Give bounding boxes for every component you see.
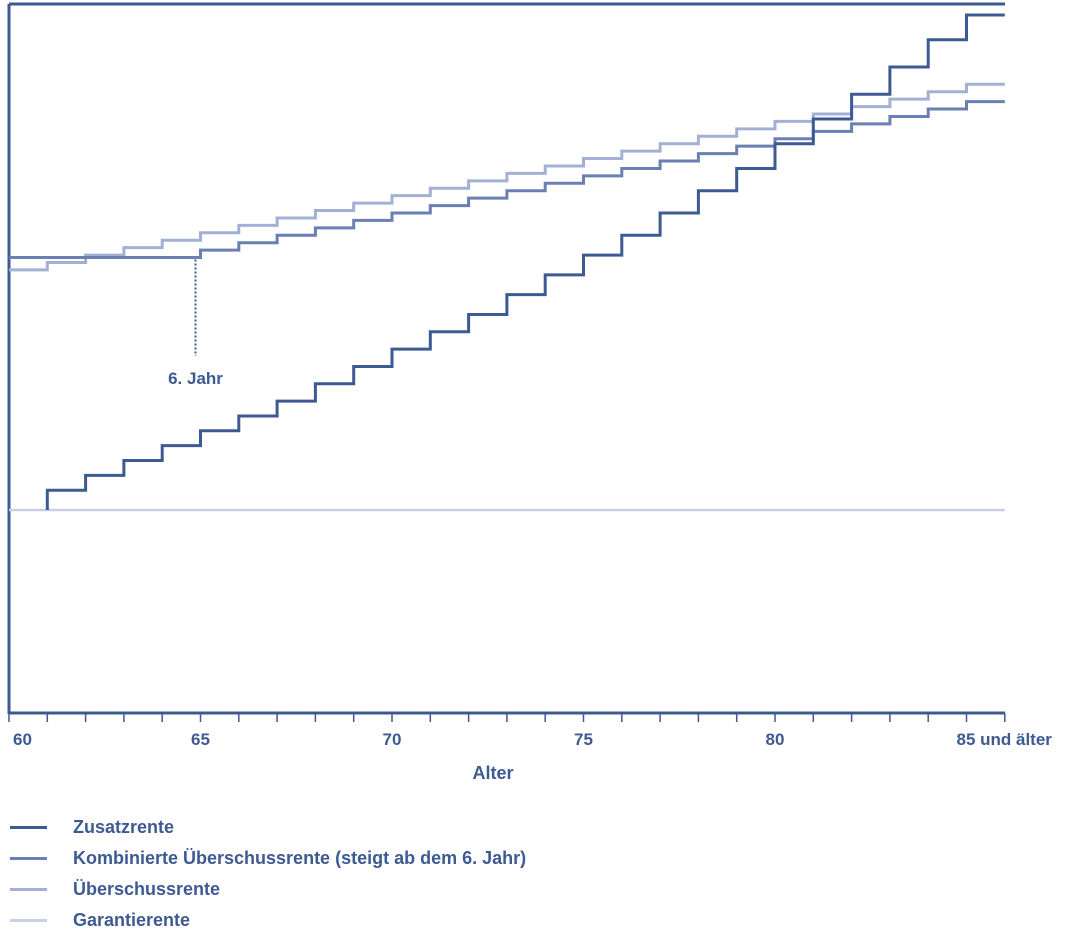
annotation-6-jahr-label: 6. Jahr: [168, 369, 223, 388]
legend-label-zusatzrente: Zusatzrente: [73, 817, 175, 837]
x-axis-title: Alter: [472, 763, 513, 783]
x-tick-label: 60: [13, 730, 32, 749]
legend-label-kombinierte-ueberschussrente: Kombinierte Überschussrente (steigt ab d…: [73, 848, 527, 868]
legend-label-garantierente: Garantierente: [73, 910, 191, 930]
legend-swatch-garantierente: [10, 919, 47, 922]
x-tick-label: 80: [766, 730, 785, 749]
x-tick-label: 65: [191, 730, 210, 749]
series-line-zusatzrente: [45, 13, 1005, 510]
x-axis-ticks: [8, 713, 1006, 722]
legend-item: Garantierente: [10, 905, 526, 936]
chart-canvas: 6. Jahr 60 65 70 75 80 85 und älter Alter: [7, 2, 1052, 783]
legend-swatch-kombinierte-ueberschussrente: [10, 857, 47, 860]
x-tick-label: 85 und älter: [957, 730, 1053, 749]
x-axis-tick-labels: 60 65 70 75 80 85 und älter: [13, 730, 1052, 749]
legend-swatch-zusatzrente: [10, 826, 47, 829]
legend-item: Überschussrente: [10, 874, 526, 905]
legend: Zusatzrente Kombinierte Überschussrente …: [10, 812, 526, 936]
x-tick-label: 75: [574, 730, 593, 749]
legend-item: Kombinierte Überschussrente (steigt ab d…: [10, 843, 526, 874]
legend-item: Zusatzrente: [10, 812, 526, 843]
series-line-kombinierte-ueberschussrente: [9, 100, 1005, 260]
legend-swatch-ueberschussrente: [10, 888, 47, 891]
x-tick-label: 70: [383, 730, 402, 749]
series-layer: [9, 13, 1005, 512]
legend-label-ueberschussrente: Überschussrente: [73, 879, 221, 899]
series-line-ueberschussrente: [9, 82, 1005, 272]
